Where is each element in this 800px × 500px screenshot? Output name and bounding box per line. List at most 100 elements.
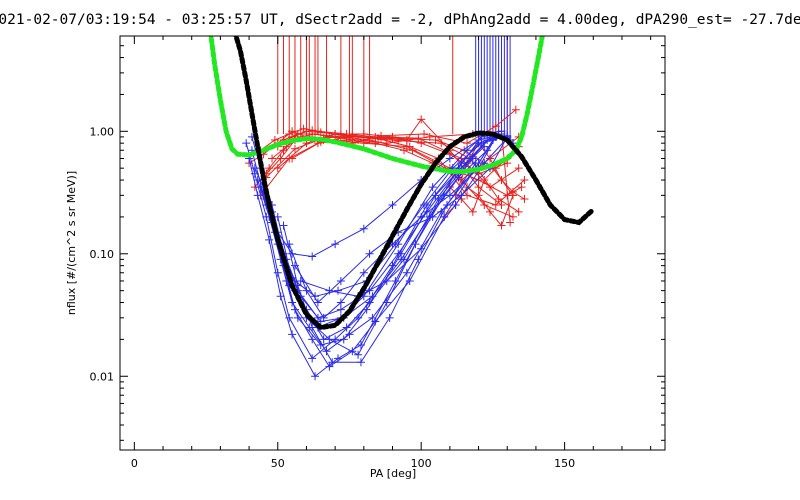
blue-series-point <box>443 201 451 210</box>
blue-series-point <box>382 276 391 285</box>
blue-series-point <box>308 354 317 363</box>
red-series-point <box>288 154 297 163</box>
blue-series-point <box>405 276 414 285</box>
red-series-point <box>374 134 383 143</box>
blue-series-point <box>445 191 454 200</box>
blue-series-point <box>354 350 363 359</box>
blue-series-point <box>328 358 337 367</box>
red-series-point <box>508 187 517 196</box>
red-series-point <box>497 176 506 185</box>
blue-series-point <box>411 240 420 249</box>
blue-series-point <box>325 335 334 344</box>
red-series-point <box>417 115 426 124</box>
blue-series-point <box>385 313 394 322</box>
blue-series-point <box>279 221 288 230</box>
blue-series-point <box>265 235 274 244</box>
red-series-point <box>388 132 397 141</box>
x-tick-label: 150 <box>554 457 575 470</box>
blue-series-point <box>428 183 437 192</box>
x-tick-label: 50 <box>271 457 285 470</box>
blue-series-point <box>445 154 454 163</box>
blue-series-point <box>368 292 377 301</box>
blue-series-point <box>428 212 437 221</box>
axis-layer: 0 50 100 150 0.01 0.10 1.00 <box>90 35 665 470</box>
blue-series-point <box>457 191 466 200</box>
blue-series-point <box>293 281 302 290</box>
red-series-point <box>486 207 495 216</box>
red-series-point <box>514 207 523 216</box>
blue-series-point <box>319 313 328 322</box>
blue-series-point <box>308 252 317 261</box>
blue-series-point <box>308 323 317 332</box>
blue-series-point <box>394 249 403 258</box>
red-series-point <box>486 154 495 163</box>
red-series-point <box>268 154 277 163</box>
chart-title: 2021-02-07/03:19:54 - 03:25:57 UT, dSect… <box>0 12 800 28</box>
blue-series-point <box>359 268 368 277</box>
red-series-point <box>290 144 299 153</box>
red-series-point <box>402 135 411 144</box>
blue-series-point <box>290 305 299 314</box>
red-series-point <box>491 122 500 131</box>
blue-series-point <box>288 330 297 339</box>
blue-series-point <box>359 224 368 233</box>
blue-series-point <box>308 335 317 344</box>
red-series-point <box>511 105 520 114</box>
blue-series-point <box>417 212 426 221</box>
red-series-point <box>371 139 380 148</box>
red-series-point <box>463 139 472 148</box>
blue-series-point <box>339 335 348 344</box>
blue-series-point <box>365 249 374 258</box>
red-series-point <box>506 218 515 227</box>
red-series-point <box>417 139 426 148</box>
blue-series-point <box>336 298 345 307</box>
red-series-point <box>270 135 279 144</box>
red-series-point <box>497 201 506 210</box>
red-series-point <box>359 130 368 139</box>
red-series-point <box>308 126 317 135</box>
red-series-point <box>276 154 285 163</box>
blue-series-point <box>365 298 374 307</box>
red-series-point <box>293 130 302 139</box>
red-series-point <box>520 195 529 204</box>
blue-series-point <box>253 176 262 185</box>
y-tick-label: 0.01 <box>90 370 115 383</box>
blue-series-point <box>414 255 423 264</box>
blue-series-point <box>345 330 354 339</box>
blue-series-point <box>311 292 320 301</box>
blue-series-point <box>331 240 340 249</box>
x-tick-label: 0 <box>131 457 138 470</box>
x-tick-label: 100 <box>411 457 432 470</box>
y-axis-label: nflux [#/(cm^2 s sr MeV)] <box>65 171 78 315</box>
blue-series-point <box>336 305 345 314</box>
blue-series-point <box>468 154 477 163</box>
blue-series-point <box>285 240 294 249</box>
red-series-point <box>273 164 282 173</box>
blue-series-point <box>451 201 460 210</box>
blue-series-point <box>285 313 294 322</box>
blue-series-point <box>362 305 371 314</box>
blue-series-point <box>273 268 282 277</box>
red-series-point <box>480 201 489 210</box>
blue-series-point <box>322 347 331 356</box>
blue-series-point <box>471 159 480 168</box>
blue-series-point <box>391 276 400 285</box>
red-series-point <box>520 176 529 185</box>
blue-series-point <box>422 207 431 216</box>
green-model-curve <box>208 36 545 174</box>
blue-series-point <box>276 292 285 301</box>
red-series-point <box>517 183 526 192</box>
red-series-point <box>480 176 489 185</box>
blue-series-point <box>290 261 299 270</box>
blue-series-point <box>302 286 311 295</box>
red-series-point <box>497 221 506 230</box>
red-series-point <box>331 130 340 139</box>
red-series-point <box>494 195 503 204</box>
y-tick-label: 1.00 <box>90 125 115 138</box>
red-series-point <box>468 207 477 216</box>
red-series-point <box>420 130 429 139</box>
blue-series-point <box>273 212 282 221</box>
blue-series-point <box>325 362 334 371</box>
